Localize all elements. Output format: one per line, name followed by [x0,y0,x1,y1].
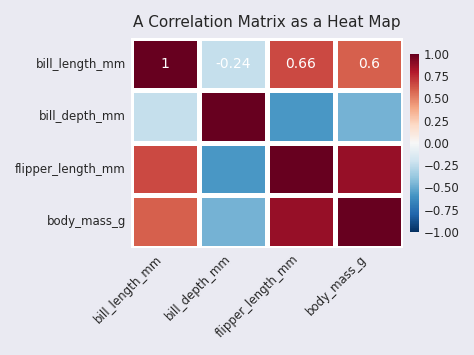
Text: 0.6: 0.6 [358,57,380,71]
Text: -0.24: -0.24 [215,57,251,71]
Text: 0.66: 0.66 [285,57,317,71]
Text: 1: 1 [160,57,169,71]
Title: A Correlation Matrix as a Heat Map: A Correlation Matrix as a Heat Map [133,15,401,30]
